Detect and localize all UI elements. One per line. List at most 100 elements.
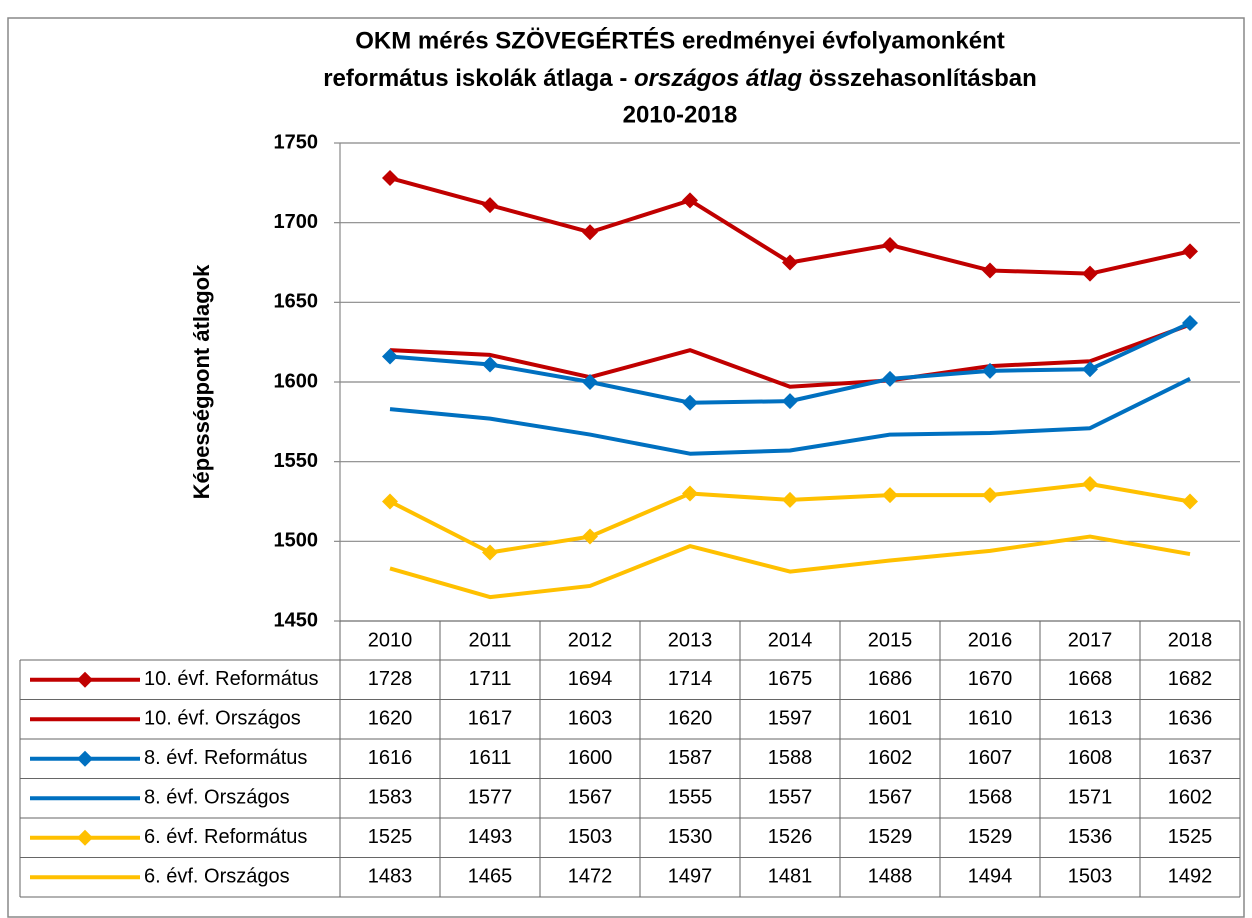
marker bbox=[782, 491, 798, 508]
marker bbox=[582, 224, 598, 241]
y-tick-label: 1450 bbox=[274, 609, 319, 631]
marker bbox=[1082, 265, 1098, 282]
marker bbox=[582, 528, 598, 545]
marker bbox=[1182, 493, 1198, 510]
table-cell: 1529 bbox=[868, 826, 913, 848]
marker bbox=[482, 544, 498, 561]
table-cell: 1536 bbox=[1068, 826, 1113, 848]
table-cell: 1616 bbox=[368, 747, 413, 769]
table-cell: 1711 bbox=[468, 668, 511, 690]
table-cell: 1601 bbox=[868, 708, 913, 730]
series-line bbox=[389, 322, 1191, 389]
y-tick-label: 1550 bbox=[274, 450, 319, 472]
table-cell: 1682 bbox=[1168, 668, 1213, 690]
table-cell: 1583 bbox=[368, 787, 413, 809]
table-cell: 1577 bbox=[468, 787, 513, 809]
table-cell: 1613 bbox=[1068, 708, 1113, 730]
table-cell: 1497 bbox=[668, 866, 713, 888]
table-cell: 1588 bbox=[768, 747, 813, 769]
table-cell: 1488 bbox=[868, 866, 913, 888]
y-tick-label: 1750 bbox=[274, 131, 319, 153]
table-cell: 1620 bbox=[368, 708, 413, 730]
legend-label: 8. évf. Országos bbox=[144, 787, 290, 809]
marker bbox=[382, 348, 398, 365]
marker bbox=[482, 356, 498, 373]
table-cell: 1668 bbox=[1068, 668, 1113, 690]
x-tick-label: 2017 bbox=[1068, 629, 1113, 651]
series-line bbox=[389, 377, 1191, 456]
table-cell: 1608 bbox=[1068, 747, 1113, 769]
table-cell: 1555 bbox=[668, 787, 713, 809]
table-cell: 1494 bbox=[968, 866, 1013, 888]
table-cell: 1472 bbox=[568, 866, 613, 888]
x-tick-label: 2011 bbox=[468, 629, 511, 651]
table-cell: 1503 bbox=[1068, 866, 1113, 888]
table-cell: 1670 bbox=[968, 668, 1013, 690]
legend-label: 10. évf. Református bbox=[144, 668, 319, 690]
table-cell: 1686 bbox=[868, 668, 913, 690]
x-tick-label: 2012 bbox=[568, 629, 613, 651]
table-cell: 1465 bbox=[468, 866, 513, 888]
table-cell: 1526 bbox=[768, 826, 813, 848]
table-cell: 1481 bbox=[768, 866, 813, 888]
marker bbox=[1182, 243, 1198, 260]
table-cell: 1567 bbox=[568, 787, 613, 809]
table-cell: 1607 bbox=[968, 747, 1013, 769]
y-tick-label: 1700 bbox=[274, 211, 319, 233]
marker bbox=[77, 829, 93, 846]
table-cell: 1694 bbox=[568, 668, 613, 690]
marker bbox=[682, 394, 698, 411]
table-cell: 1525 bbox=[368, 826, 413, 848]
table-cell: 1636 bbox=[1168, 708, 1213, 730]
table-cell: 1587 bbox=[668, 747, 713, 769]
table-cell: 1728 bbox=[368, 668, 413, 690]
x-tick-label: 2010 bbox=[368, 629, 413, 651]
x-tick-label: 2013 bbox=[668, 629, 713, 651]
table-cell: 1530 bbox=[668, 826, 713, 848]
marker bbox=[77, 750, 93, 767]
table-cell: 1620 bbox=[668, 708, 713, 730]
legend-label: 8. évf. Református bbox=[144, 747, 307, 769]
table-cell: 1529 bbox=[968, 826, 1013, 848]
table-cell: 1525 bbox=[1168, 826, 1213, 848]
chart-title: 2010-2018 bbox=[623, 101, 738, 128]
table-cell: 1610 bbox=[968, 708, 1013, 730]
table-cell: 1617 bbox=[468, 708, 513, 730]
table-cell: 1493 bbox=[468, 826, 513, 848]
table-cell: 1483 bbox=[368, 866, 413, 888]
marker bbox=[1182, 315, 1198, 332]
marker bbox=[882, 236, 898, 253]
table-cell: 1571 bbox=[1068, 787, 1113, 809]
title-part: országos átlag bbox=[634, 65, 802, 92]
table-cell: 1602 bbox=[868, 747, 913, 769]
marker bbox=[1082, 361, 1098, 378]
marker bbox=[482, 197, 498, 214]
table-cell: 1603 bbox=[568, 708, 613, 730]
marker bbox=[382, 170, 398, 187]
x-tick-label: 2018 bbox=[1168, 629, 1213, 651]
table-cell: 1568 bbox=[968, 787, 1013, 809]
table-cell: 1602 bbox=[1168, 787, 1213, 809]
marker bbox=[582, 374, 598, 390]
x-tick-label: 2014 bbox=[768, 629, 813, 651]
marker bbox=[882, 487, 898, 504]
y-tick-label: 1600 bbox=[274, 370, 319, 392]
marker bbox=[682, 485, 698, 502]
marker bbox=[982, 362, 998, 379]
table-cell: 1503 bbox=[568, 826, 613, 848]
x-tick-label: 2016 bbox=[968, 629, 1013, 651]
table-cell: 1557 bbox=[768, 787, 813, 809]
x-tick-label: 2015 bbox=[868, 629, 913, 651]
legend-label: 10. évf. Országos bbox=[144, 708, 301, 730]
marker bbox=[382, 493, 398, 510]
marker bbox=[1082, 475, 1098, 492]
table-cell: 1611 bbox=[468, 747, 511, 769]
marker bbox=[782, 393, 798, 410]
title-part: református iskolák átlaga - bbox=[323, 65, 634, 92]
marker bbox=[77, 671, 93, 688]
marker bbox=[982, 487, 998, 504]
marker bbox=[782, 254, 798, 271]
y-axis-label: Képességpont átlagok bbox=[189, 264, 214, 499]
table-cell: 1600 bbox=[568, 747, 613, 769]
series-line bbox=[389, 534, 1191, 600]
